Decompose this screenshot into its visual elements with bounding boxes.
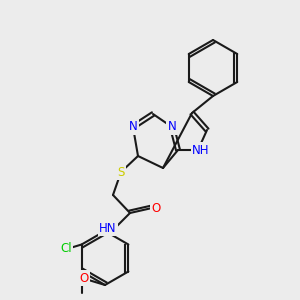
Text: Cl: Cl [60,242,72,254]
Text: N: N [129,121,137,134]
Text: O: O [152,202,160,214]
Text: S: S [117,166,125,178]
Text: N: N [168,121,176,134]
Text: O: O [80,272,88,284]
Text: NH: NH [192,143,210,157]
Text: HN: HN [99,221,117,235]
